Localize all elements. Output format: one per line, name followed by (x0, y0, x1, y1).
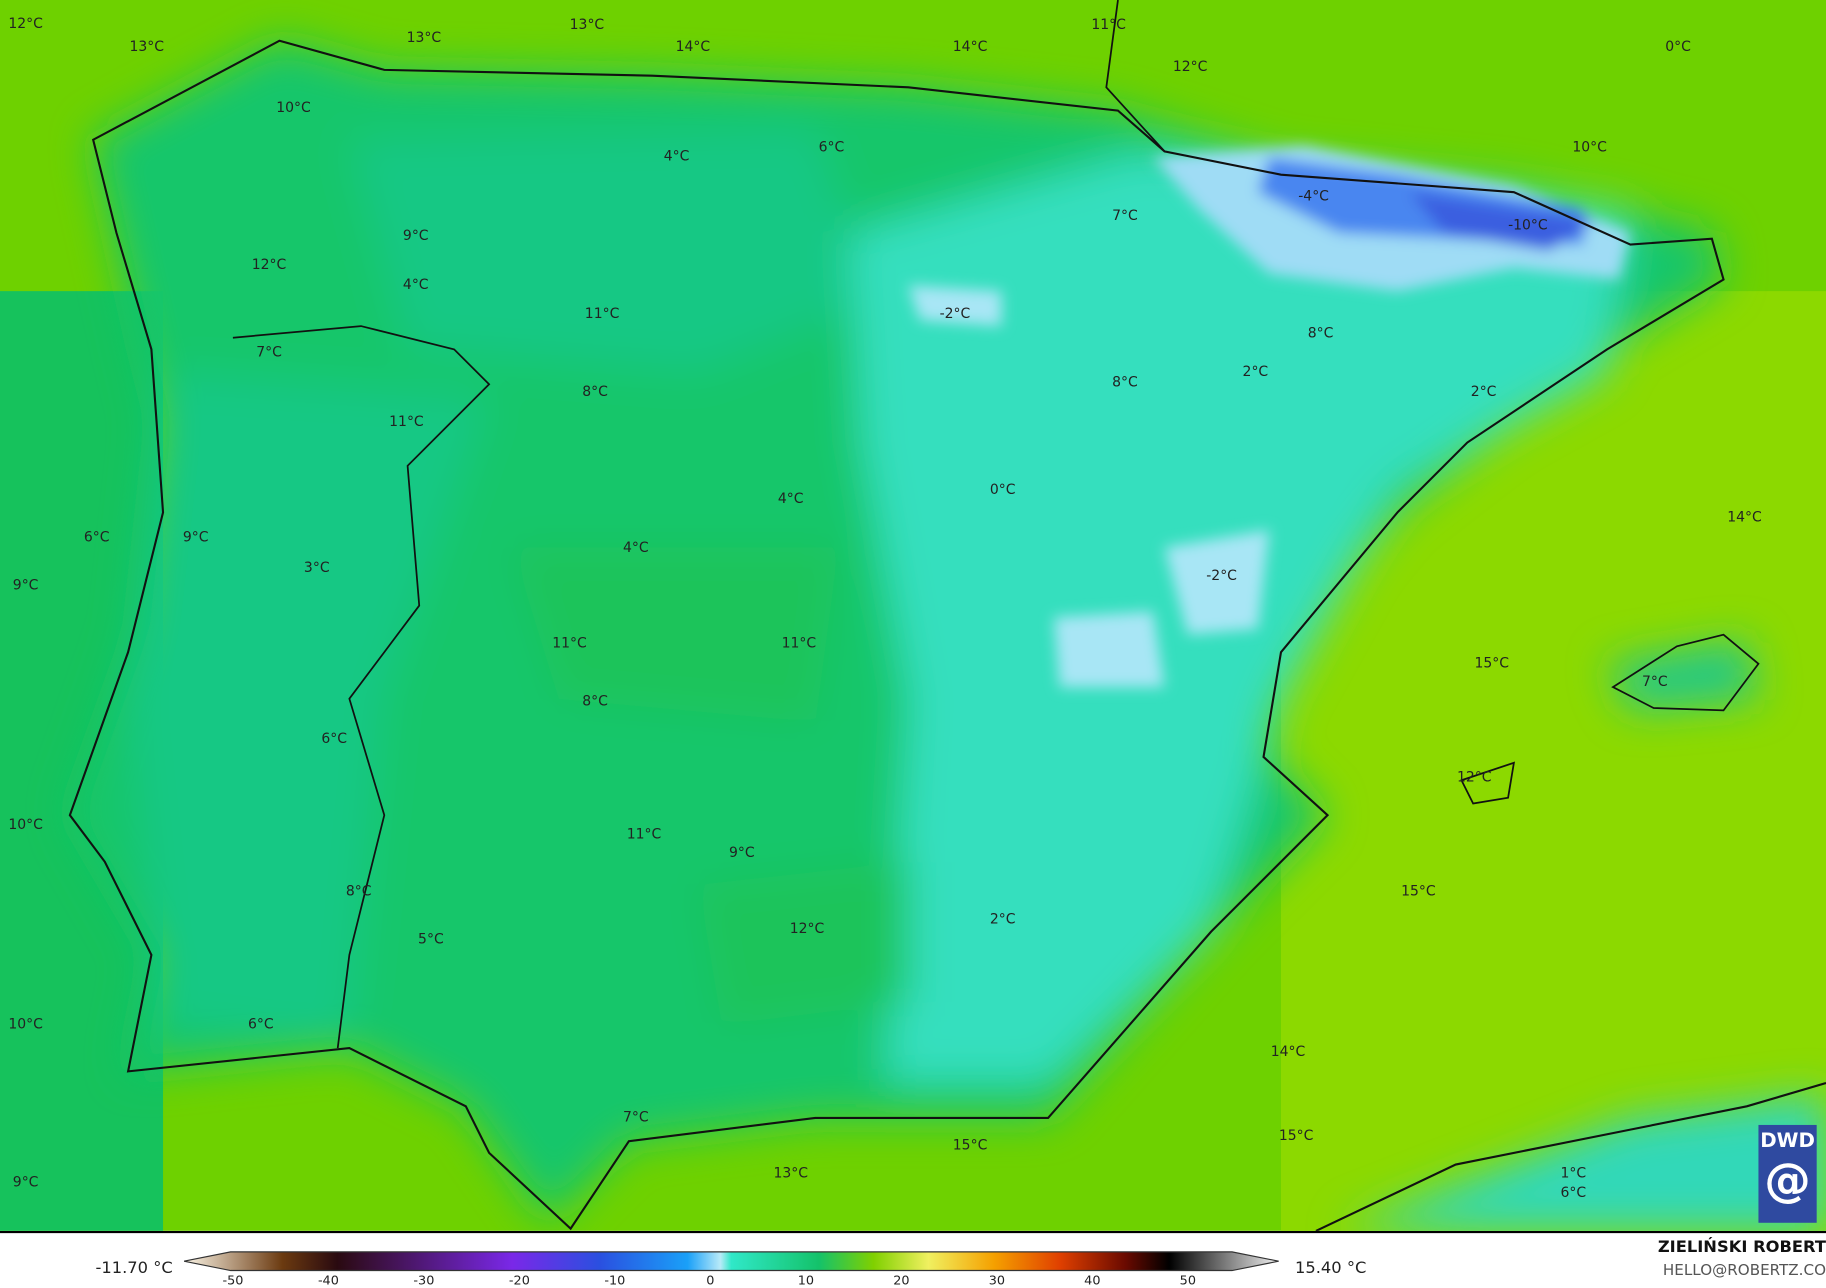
temperature-label: 4°C (663, 147, 690, 165)
temperature-label: 13°C (773, 1164, 808, 1181)
north-africa-coast (1315, 1082, 1826, 1231)
border-pyrenees (1105, 0, 1166, 152)
temperature-label: 12°C (789, 919, 825, 937)
temperature-label: 4°C (623, 539, 649, 556)
temperature-label: -2°C (1206, 567, 1237, 584)
temperature-label: 12°C (1172, 58, 1208, 75)
temperature-label: 11°C (1091, 16, 1126, 33)
temperature-label: 14°C (1270, 1043, 1306, 1060)
temperature-label: 2°C (989, 910, 1016, 927)
colorbar-tick: 30 (988, 1272, 1005, 1288)
colorbar-tick: -30 (413, 1272, 435, 1288)
temperature-label: 10°C (1572, 138, 1607, 155)
temperature-label: 11°C (781, 634, 817, 651)
ibiza (1460, 761, 1516, 805)
temperature-label: 14°C (952, 38, 988, 55)
temperature-label: 9°C (12, 1173, 39, 1191)
temperature-label: 4°C (402, 275, 429, 293)
temperature-label: 5°C (418, 930, 444, 947)
temperature-label: 15°C (1474, 654, 1510, 671)
temperature-label: -4°C (1298, 187, 1329, 204)
colorbar-tick: -10 (604, 1272, 626, 1288)
temperature-label: 3°C (303, 558, 330, 576)
temperature-label: 13°C (129, 38, 164, 55)
temperature-label: 14°C (675, 38, 711, 55)
temperature-label: 9°C (402, 227, 429, 244)
temperature-label: -10°C (1508, 216, 1548, 233)
temperature-label: 15°C (1278, 1127, 1314, 1144)
colorbar-tick: 10 (797, 1272, 815, 1288)
temperature-label: 2°C (1242, 363, 1269, 380)
legend-footer: -11.70 °C (0, 1233, 1826, 1288)
temperature-label: 6°C (248, 1015, 274, 1032)
temperature-label: 8°C (1307, 324, 1334, 342)
temperature-label: 6°C (818, 138, 845, 155)
max-value: 15.40 °C (1294, 1258, 1367, 1278)
temperature-label: -2°C (939, 305, 971, 322)
min-value: -11.70 °C (95, 1258, 173, 1278)
temperature-label: 8°C (345, 882, 372, 900)
temperature-label: 11°C (389, 413, 424, 430)
temperature-label: 11°C (552, 634, 587, 651)
map-canvas (0, 0, 1826, 1231)
mallorca (1611, 633, 1760, 712)
temperature-label: 8°C (582, 383, 608, 400)
temperature-label: 12°C (1457, 768, 1492, 785)
temperature-label: 8°C (582, 692, 608, 710)
temperature-label: 6°C (321, 730, 348, 747)
temperature-label: 13°C (406, 29, 442, 46)
temperature-label: 14°C (1727, 508, 1762, 526)
temperature-label: 10°C (8, 816, 43, 833)
author-email: HELLO@ROBERTZ.CO (1662, 1262, 1826, 1280)
temperature-label: 7°C (1641, 673, 1668, 690)
temperature-label: 9°C (182, 528, 209, 546)
temperature-label: 7°C (623, 1108, 649, 1125)
colorbar-tick: 20 (893, 1272, 910, 1288)
coastline (68, 39, 1725, 1231)
temperature-label: 12°C (8, 15, 43, 32)
temperature-map: 12°C 13°C 13°C 13°C 14°C 14°C 11°C 12°C 0°C 10°C 4… (0, 0, 1826, 1234)
temperature-label: 0°C (989, 480, 1016, 498)
dwd-logo: DWD @ (1758, 1124, 1817, 1223)
temperature-label: 11°C (584, 305, 620, 322)
temperature-label: 2°C (1470, 383, 1497, 400)
temperature-label: 9°C (728, 844, 755, 861)
temperature-label: 6°C (1560, 1184, 1587, 1201)
temperature-label: 12°C (251, 256, 287, 273)
temperature-label: 15°C (952, 1136, 988, 1153)
temperature-label: 13°C (569, 16, 605, 33)
temperature-label: 15°C (1401, 882, 1436, 900)
colorbar-tick: 40 (1084, 1272, 1101, 1288)
temperature-label: 4°C (777, 490, 804, 507)
colorbar-tick: 0 (706, 1272, 715, 1288)
temperature-label: 0°C (1665, 38, 1691, 55)
temperature-label: 6°C (83, 528, 110, 546)
temperature-label: 10°C (8, 1015, 43, 1032)
colorbar-tick: -40 (317, 1272, 339, 1288)
temperature-label: 10°C (276, 98, 311, 116)
colorbar (183, 1251, 1279, 1272)
temperature-label: 11°C (626, 825, 662, 842)
author-name: ZIELIŃSKI ROBERT (1657, 1237, 1826, 1257)
colorbar-tick: -20 (508, 1272, 530, 1288)
temperature-label: 9°C (12, 576, 39, 593)
border-portugal (232, 325, 491, 1049)
temperature-label: 8°C (1112, 373, 1138, 391)
temperature-label: 7°C (256, 343, 282, 360)
temperature-label: 1°C (1560, 1164, 1587, 1181)
colorbar-tick: 50 (1179, 1272, 1196, 1288)
colorbar-tick: -50 (222, 1272, 244, 1288)
temperature-label: 7°C (1112, 207, 1138, 224)
spiral-icon: @ (1764, 1154, 1811, 1208)
